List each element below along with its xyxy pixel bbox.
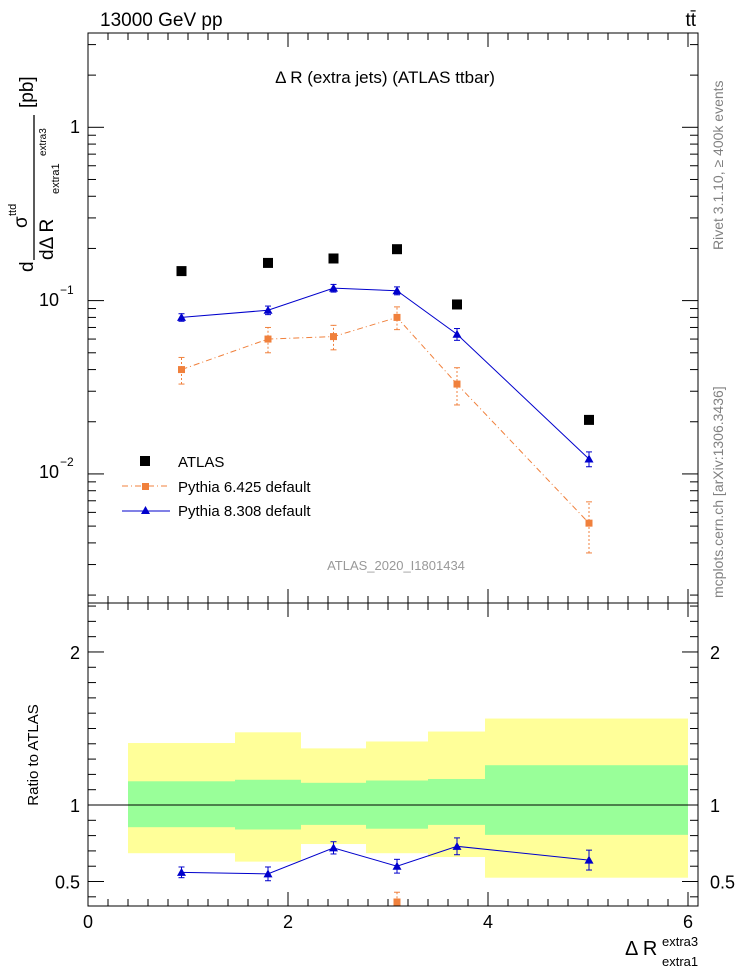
py6-point — [330, 333, 337, 341]
py6-point — [178, 366, 185, 374]
x-tick-label: 2 — [283, 912, 293, 932]
ratio-band-inner — [428, 778, 485, 825]
ratio-plot-frame — [87, 602, 699, 907]
main-axis-ticks — [87, 33, 698, 603]
y-label-sigma: σ — [11, 216, 32, 228]
ratio-py6-point — [393, 898, 401, 906]
process-label: tt̄ — [685, 10, 696, 31]
py8-point — [392, 286, 402, 295]
y-label-sup: extra3 — [38, 128, 49, 156]
ratio-py8-point — [452, 841, 462, 850]
ratio-band-inner — [301, 782, 366, 825]
py6-point — [264, 335, 272, 343]
py8-point — [263, 305, 273, 314]
py6-point — [393, 313, 401, 321]
chart-title: Δ R (extra jets) (ATLAS ttbar) — [275, 68, 495, 87]
py8-line — [181, 287, 590, 460]
ratio-py8-point — [263, 869, 273, 878]
x-axis-label-sub: extra1 — [662, 954, 698, 969]
ratio-y-tick-label-right: 2 — [710, 643, 720, 663]
legend: ATLAS Pythia 6.425 default Pythia 8.308 … — [122, 454, 311, 520]
ratio-y-tick-label-left: 1 — [70, 796, 80, 816]
y-label-sub: extra1 — [50, 163, 62, 194]
x-axis-label-sup: extra3 — [662, 934, 698, 949]
y-label-d: d — [17, 261, 38, 272]
py8-point — [329, 283, 338, 292]
atlas-point — [176, 266, 187, 277]
ratio-axis-ticks — [87, 603, 698, 906]
y-tick-exp-1e-2: −2 — [60, 455, 74, 469]
y-label-sigma-sup: ttd — [7, 204, 19, 216]
py6-point — [453, 380, 461, 388]
atlas-point — [392, 244, 402, 255]
source-label: mcplots.cern.ch [arXiv:1306.3436] — [710, 386, 726, 598]
legend-py8-marker — [141, 506, 150, 514]
py6-point — [585, 519, 593, 527]
y-tick-exp-1e-1: −1 — [60, 283, 74, 297]
ratio-py8-point — [392, 861, 402, 870]
y-label-unit: [pb] — [17, 76, 38, 108]
x-tick-label: 4 — [483, 912, 493, 932]
y-tick-label-1e-2: 10 — [39, 462, 59, 482]
ratio-uncertainty-bands — [128, 718, 688, 878]
x-axis-label: Δ R — [625, 938, 657, 960]
ratio-y-tick-label-left: 0.5 — [55, 873, 80, 893]
py8-point — [452, 329, 462, 338]
ratio-band-inner — [128, 781, 235, 828]
ratio-y-tick-label-left: 2 — [70, 643, 80, 663]
ratio-tick-labels: 0.5 0.5 1 1 2 2 0 2 4 6 — [55, 643, 735, 932]
ratio-py8-point — [584, 855, 594, 864]
ratio-y-axis-label: Ratio to ATLAS — [25, 704, 42, 805]
ratio-y-tick-label-right: 0.5 — [710, 873, 735, 893]
main-series-layer — [176, 244, 594, 554]
y-tick-label-1: 1 — [70, 117, 80, 137]
ratio-y-tick-label-right: 1 — [710, 796, 720, 816]
x-tick-label: 6 — [683, 912, 693, 932]
analysis-watermark: ATLAS_2020_I1801434 — [327, 558, 465, 573]
legend-py6-marker — [142, 483, 149, 490]
py8-point — [177, 312, 186, 321]
y-tick-label-1e-1: 10 — [39, 290, 59, 310]
py8-point — [584, 454, 594, 463]
atlas-point — [584, 414, 594, 425]
legend-atlas-label: ATLAS — [178, 454, 224, 471]
x-tick-label: 0 — [83, 912, 93, 932]
ratio-py8-line — [181, 845, 590, 875]
ratio-band-inner — [485, 765, 688, 835]
legend-py6-label: Pythia 6.425 default — [178, 479, 311, 496]
ratio-series-layer — [177, 837, 594, 906]
legend-py8-label: Pythia 8.308 default — [178, 503, 311, 520]
y-label-denominator: dΔ R — [37, 219, 58, 260]
main-y-axis-label: d σ ttd dΔ R extra1 extra3 [pb] — [7, 76, 62, 272]
atlas-point — [452, 299, 462, 310]
legend-atlas-marker — [140, 456, 150, 466]
rivet-version-label: Rivet 3.1.10, ≥ 400k events — [710, 80, 726, 250]
atlas-point — [263, 257, 273, 268]
ratio-py8-point — [177, 867, 186, 876]
atlas-point — [328, 253, 339, 264]
ratio-py8-point — [329, 843, 338, 852]
energy-label: 13000 GeV pp — [100, 10, 223, 31]
